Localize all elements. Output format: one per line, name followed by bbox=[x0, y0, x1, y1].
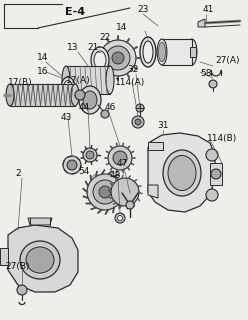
Circle shape bbox=[112, 52, 124, 64]
Polygon shape bbox=[148, 185, 158, 198]
Circle shape bbox=[87, 174, 123, 210]
Circle shape bbox=[59, 95, 65, 101]
Text: 21: 21 bbox=[87, 44, 99, 52]
Text: 41: 41 bbox=[202, 5, 214, 14]
Circle shape bbox=[206, 149, 218, 161]
Circle shape bbox=[93, 180, 117, 204]
Polygon shape bbox=[28, 218, 52, 225]
Ellipse shape bbox=[187, 39, 197, 65]
Text: 44: 44 bbox=[78, 103, 90, 113]
Ellipse shape bbox=[6, 84, 14, 106]
Polygon shape bbox=[162, 39, 192, 65]
Text: 46: 46 bbox=[104, 103, 116, 113]
Circle shape bbox=[126, 201, 134, 209]
Ellipse shape bbox=[94, 51, 106, 69]
Polygon shape bbox=[148, 142, 163, 150]
Ellipse shape bbox=[71, 84, 79, 106]
Text: 2: 2 bbox=[15, 170, 21, 179]
Ellipse shape bbox=[83, 91, 97, 109]
Circle shape bbox=[113, 151, 127, 165]
Ellipse shape bbox=[61, 77, 75, 99]
Ellipse shape bbox=[63, 81, 72, 95]
Text: 17(B): 17(B) bbox=[8, 77, 32, 86]
Polygon shape bbox=[210, 163, 222, 185]
Text: 32: 32 bbox=[127, 66, 139, 75]
Text: 31: 31 bbox=[157, 122, 169, 131]
Polygon shape bbox=[8, 225, 78, 292]
Polygon shape bbox=[190, 47, 196, 57]
Text: 48: 48 bbox=[109, 172, 121, 180]
Polygon shape bbox=[0, 248, 8, 265]
Circle shape bbox=[132, 116, 144, 128]
Text: 43: 43 bbox=[60, 114, 72, 123]
Ellipse shape bbox=[106, 66, 114, 94]
Text: E-4: E-4 bbox=[65, 7, 85, 17]
Text: 13: 13 bbox=[67, 44, 79, 52]
Polygon shape bbox=[148, 133, 215, 212]
Text: 16: 16 bbox=[37, 68, 49, 76]
Circle shape bbox=[17, 285, 27, 295]
Circle shape bbox=[211, 169, 221, 179]
Circle shape bbox=[86, 151, 94, 159]
Circle shape bbox=[135, 119, 141, 125]
Circle shape bbox=[115, 213, 125, 223]
Circle shape bbox=[111, 178, 139, 206]
Circle shape bbox=[206, 189, 218, 201]
Circle shape bbox=[136, 104, 144, 112]
Text: 14: 14 bbox=[37, 53, 49, 62]
Circle shape bbox=[83, 148, 97, 162]
Text: 114(A): 114(A) bbox=[115, 77, 145, 86]
Polygon shape bbox=[10, 84, 75, 106]
Ellipse shape bbox=[79, 86, 101, 114]
Circle shape bbox=[63, 156, 81, 174]
Polygon shape bbox=[66, 66, 110, 94]
Ellipse shape bbox=[163, 150, 201, 196]
Ellipse shape bbox=[26, 247, 54, 273]
Ellipse shape bbox=[20, 241, 60, 279]
Ellipse shape bbox=[143, 41, 153, 63]
Text: 14: 14 bbox=[116, 23, 128, 33]
Text: 27(A): 27(A) bbox=[216, 55, 240, 65]
Ellipse shape bbox=[158, 42, 165, 62]
Circle shape bbox=[106, 46, 130, 70]
Text: 58: 58 bbox=[200, 69, 212, 78]
Circle shape bbox=[67, 160, 77, 170]
Text: 54: 54 bbox=[78, 167, 90, 177]
Ellipse shape bbox=[168, 156, 196, 190]
Ellipse shape bbox=[62, 66, 70, 94]
Ellipse shape bbox=[91, 47, 109, 73]
Circle shape bbox=[118, 215, 123, 220]
Ellipse shape bbox=[140, 37, 156, 67]
Circle shape bbox=[99, 186, 111, 198]
Text: 22: 22 bbox=[99, 34, 111, 43]
Ellipse shape bbox=[157, 39, 167, 65]
Text: 17(A): 17(A) bbox=[66, 76, 90, 84]
Text: 23: 23 bbox=[137, 5, 149, 14]
Circle shape bbox=[75, 90, 85, 100]
Circle shape bbox=[100, 40, 136, 76]
Circle shape bbox=[101, 110, 109, 118]
Polygon shape bbox=[198, 19, 205, 27]
Text: 47: 47 bbox=[116, 159, 128, 169]
Circle shape bbox=[209, 80, 217, 88]
Text: 114(B): 114(B) bbox=[207, 133, 237, 142]
Circle shape bbox=[57, 93, 67, 103]
Circle shape bbox=[108, 146, 132, 170]
Text: 27(B): 27(B) bbox=[6, 261, 30, 270]
